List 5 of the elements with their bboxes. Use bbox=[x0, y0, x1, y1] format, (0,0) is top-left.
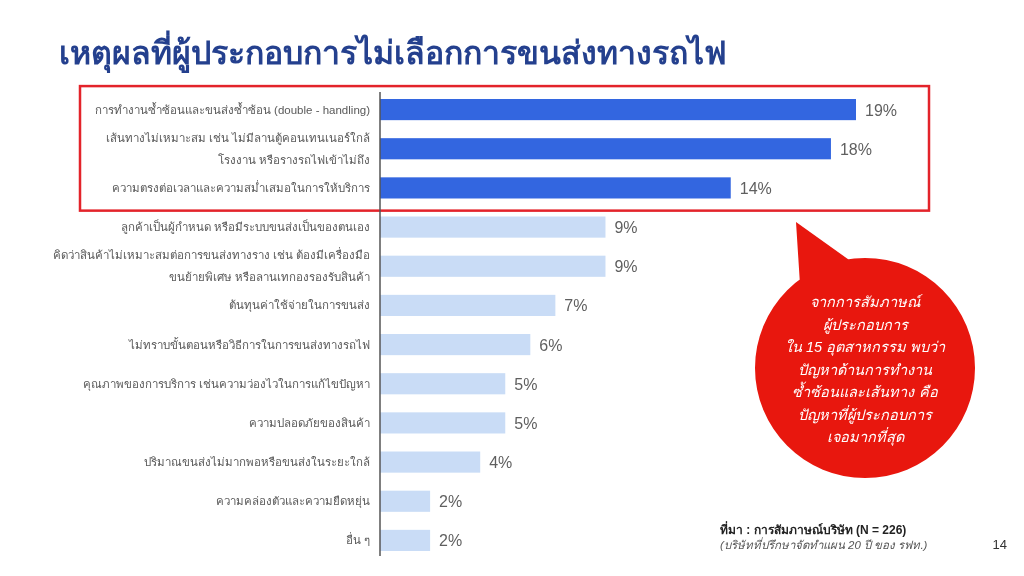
annotation: (บริษัทที่ปรึกษาจัดทำแผน 20 ปี ของ รฟท.) bbox=[720, 539, 928, 551]
title: เหตุผลที่ผู้ประกอบการไม่เลือกการขนส่งทางรถไฟ bbox=[59, 24, 727, 82]
annotation: ที่มา : การสัมภาษณ์บริษัท (N = 226) bbox=[720, 523, 907, 537]
annotation: จากการสัมภาษณ์ ผู้ประกอบการ ใน 15 อุตสาหกรรม พบว่า ปัญหาด้านการทำงาน ซ้ำซ้อนและเส้นทาง คือ ปัญหาที่ผู้ประกอบการ เจอมากที่สุด bbox=[784, 294, 946, 445]
annotation: 14 bbox=[992, 537, 1007, 552]
